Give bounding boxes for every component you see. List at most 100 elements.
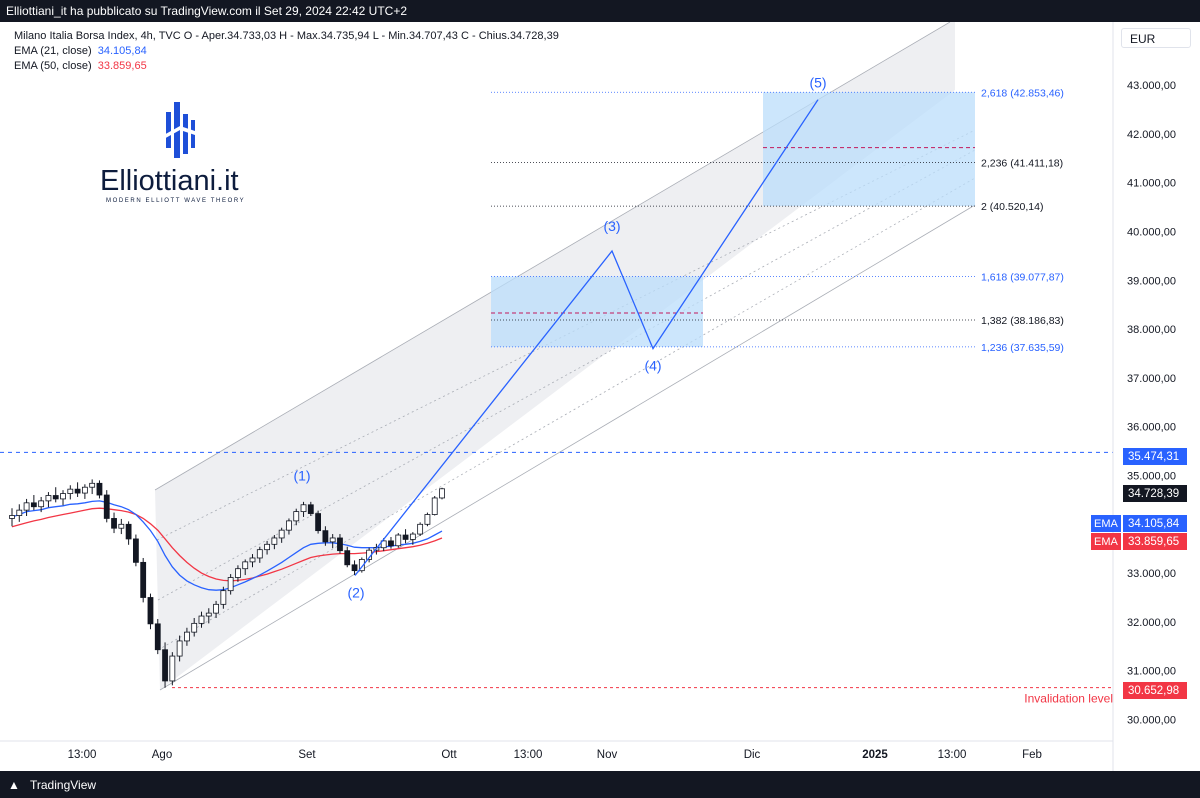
candle [176, 635, 183, 662]
candle [60, 490, 66, 506]
time-tick-label: Ago [152, 749, 172, 761]
ema21-line [11, 500, 443, 591]
trend-channel [155, 22, 955, 690]
candle [278, 527, 285, 543]
footer-brand: TradingView [30, 778, 97, 792]
candle [235, 565, 241, 582]
wave-label: (2) [347, 585, 364, 601]
candle [140, 557, 147, 603]
candle [147, 593, 154, 630]
candle [45, 492, 52, 508]
wave-label: (3) [603, 218, 620, 234]
candle [111, 512, 117, 534]
svg-text:34.105,84: 34.105,84 [1128, 518, 1180, 530]
candle [67, 485, 74, 500]
wave5-target-zone [763, 92, 975, 207]
price-tick-label: 40.000,00 [1127, 227, 1176, 239]
candle [329, 534, 336, 549]
fib-label: 2 (40.520,14) [981, 201, 1043, 213]
channel-line [157, 177, 976, 651]
currency-selector[interactable]: EUR [1121, 28, 1191, 48]
price-tick-label: 36.000,00 [1127, 422, 1176, 434]
candle [30, 495, 37, 511]
price-tick-label: 33.000,00 [1127, 568, 1176, 580]
candle [344, 546, 351, 568]
time-tick-label: Feb [1022, 749, 1042, 761]
wave-label: (4) [644, 358, 661, 374]
candle [431, 495, 438, 516]
ema50-price-tag: 33.859,65 EMA [1091, 533, 1187, 550]
price-tick-label: 39.000,00 [1127, 275, 1176, 287]
wave-label: (1) [293, 467, 310, 483]
fib-label: 1,236 (37.635,59) [981, 342, 1064, 354]
fib-label: 2,236 (41.411,18) [981, 158, 1063, 170]
last-price-tag: 34.728,39 [1123, 485, 1187, 502]
candle [249, 554, 256, 568]
chart-canvas[interactable]: 2,618 (42.853,46) 2,236 (41.411,18) 2 (40.… [0, 22, 1200, 771]
candle [23, 498, 30, 517]
candle [52, 487, 59, 503]
price-tick-label: 31.000,00 [1127, 666, 1176, 678]
svg-text:EMA: EMA [1094, 536, 1119, 548]
candle [162, 642, 168, 688]
ema50-legend-value: 33.859,65 [97, 60, 147, 72]
fib-label: 1,382 (38.186,83) [981, 315, 1064, 327]
tradingview-logo-icon: ▲ [8, 778, 20, 792]
time-tick-label: Set [298, 749, 316, 761]
candle [103, 490, 110, 523]
candle [89, 479, 96, 495]
ema21-legend-value: 34.105,84 [97, 45, 147, 57]
ema50-legend[interactable]: EMA (50, close) 33.859,65 [14, 60, 147, 72]
candle [286, 518, 292, 535]
time-axis[interactable]: 13:00 Ago Set Ott 13:00 Nov Dic 2025 13:00 Feb [68, 749, 1042, 761]
svg-text:34.728,39: 34.728,39 [1128, 488, 1179, 500]
candle [409, 532, 416, 545]
price-tick-label: 43.000,00 [1127, 80, 1176, 92]
time-tick-label: 13:00 [938, 749, 967, 761]
candle [293, 508, 300, 526]
candle [191, 617, 198, 637]
fib-label: 1,618 (39.077,87) [981, 271, 1064, 283]
ema21-legend[interactable]: EMA (21, close) 34.105,84 [14, 45, 147, 57]
price-tick-label: 32.000,00 [1127, 617, 1176, 629]
candle [417, 522, 424, 537]
price-tick-label: 35.000,00 [1127, 471, 1176, 483]
candle [256, 546, 263, 563]
candlesticks [9, 479, 445, 688]
time-tick-label: Dic [744, 749, 761, 761]
publish-line: Elliottiani_it ha pubblicato su TradingV… [6, 4, 408, 18]
price-tick-label: 42.000,00 [1127, 129, 1176, 141]
candle [213, 600, 219, 618]
price-tick-label: 41.000,00 [1127, 178, 1176, 190]
logo-brand-text: Elliottiani.it [100, 165, 239, 197]
price-tags: 35.474,31 34.728,39 34.105,84 EMA 33.859,65 E… [1091, 448, 1187, 699]
candle [96, 480, 103, 499]
invalidation-price-tag: 30.652,98 [1123, 682, 1187, 699]
logo-tagline: MODERN ELLIOTT WAVE THEORY [106, 198, 246, 204]
candle [271, 535, 278, 550]
price-tick-label: 38.000,00 [1127, 324, 1176, 336]
ema21-price-tag: 34.105,84 EMA [1091, 515, 1187, 532]
candle [125, 521, 132, 545]
wave-labels: (1) (2) (3) (4) (5) [293, 75, 826, 601]
brand-logo: Elliottiani.it MODERN ELLIOTT WAVE THEOR… [100, 100, 260, 210]
candle [351, 560, 358, 576]
candle [16, 504, 23, 522]
symbol-legend[interactable]: Milano Italia Borsa Index, 4h, TVC O - A… [14, 30, 559, 42]
price-axis[interactable]: 30.000,0031.000,0032.000,0033.000,0034.0… [1127, 80, 1176, 726]
candle [169, 652, 176, 686]
candle [315, 510, 322, 534]
ema21-legend-label: EMA (21, close) [14, 45, 92, 57]
publish-header: Elliottiani_it ha pubblicato su TradingV… [0, 0, 1200, 22]
resistance-price-tag: 35.474,31 [1123, 448, 1187, 465]
elliottiani-logo-icon [162, 102, 198, 158]
wave-label: (5) [809, 75, 826, 91]
time-tick-label: 2025 [862, 749, 888, 761]
price-tick-label: 37.000,00 [1127, 373, 1176, 385]
candle [74, 482, 81, 497]
svg-text:35.474,31: 35.474,31 [1128, 451, 1179, 463]
symbol-ohlc: Milano Italia Borsa Index, 4h, TVC O - A… [14, 30, 559, 42]
elliott-projection-path [354, 99, 819, 576]
candle [395, 533, 402, 548]
wave3-target-zone [491, 276, 703, 347]
